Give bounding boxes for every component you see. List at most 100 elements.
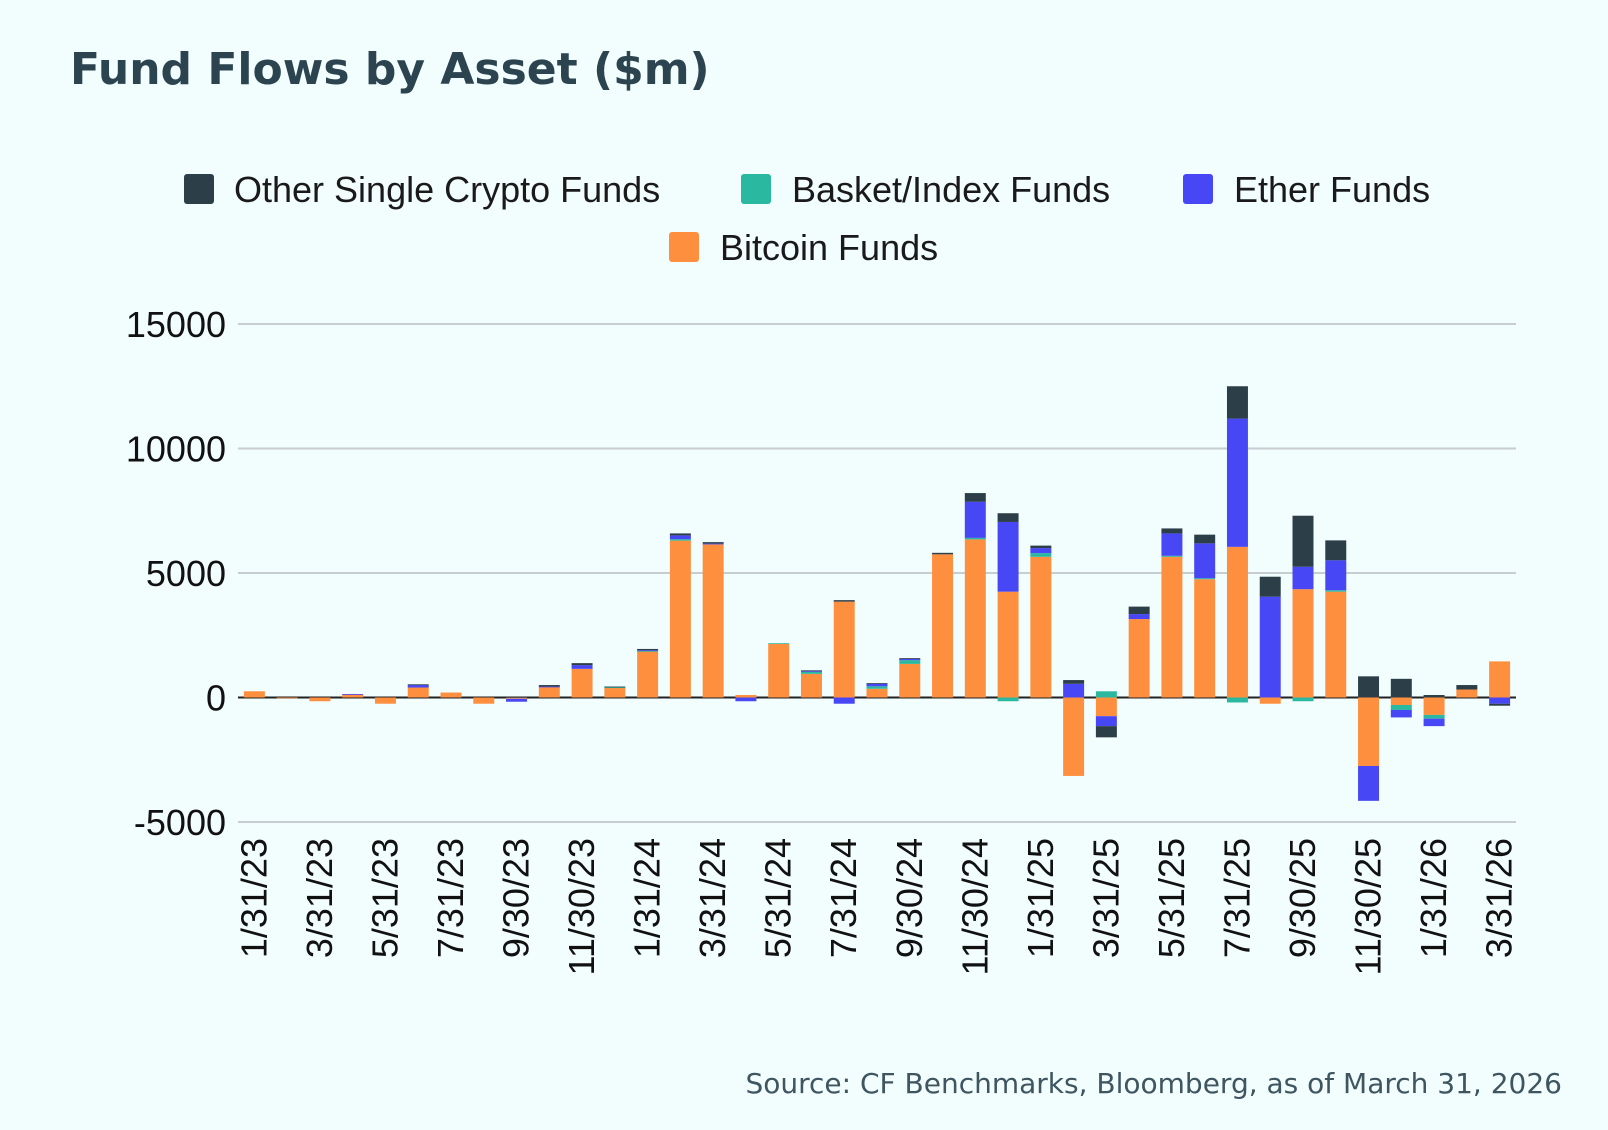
- bar-ether-funds-1-31-24: [637, 650, 659, 651]
- bar-basket-index-funds-7-31-25: [1226, 697, 1248, 703]
- bar-other-single-crypto-funds-9-30-25: [1292, 515, 1314, 567]
- y-tick-label: 5000: [146, 553, 226, 594]
- bar-ether-funds-2-29-24: [669, 535, 691, 540]
- bar-basket-index-funds-11-30-24: [964, 537, 986, 540]
- bar-bitcoin-funds-12-31-23: [604, 688, 626, 698]
- bar-basket-index-funds-5-31-25: [1161, 555, 1183, 557]
- bar-ether-funds-8-31-24: [866, 683, 888, 687]
- bar-other-single-crypto-funds-5-31-25: [1161, 528, 1183, 534]
- bar-bitcoin-funds-2-28-26: [1456, 689, 1478, 698]
- bar-bitcoin-funds-2-28-23: [276, 697, 298, 699]
- bar-basket-index-funds-5-31-24: [768, 643, 790, 645]
- bar-bitcoin-funds-3-31-24: [702, 544, 724, 698]
- legend-label-other-single-crypto-funds: Other Single Crypto Funds: [234, 169, 660, 210]
- bar-bitcoin-funds-10-31-25: [1325, 591, 1347, 698]
- legend-swatch-bitcoin-funds: [669, 232, 699, 262]
- bar-bitcoin-funds-5-31-25: [1161, 556, 1183, 698]
- bar-bitcoin-funds-1-31-26: [1423, 697, 1445, 715]
- bar-ether-funds-4-30-23: [342, 694, 364, 695]
- bar-other-single-crypto-funds-10-31-23: [538, 685, 560, 687]
- bar-ether-funds-6-30-23: [407, 685, 429, 688]
- bar-ether-funds-11-30-23: [571, 665, 593, 669]
- bar-other-single-crypto-funds-8-31-25: [1259, 576, 1281, 597]
- bar-other-single-crypto-funds-11-30-25: [1358, 676, 1380, 698]
- bar-bitcoin-funds-1-31-24: [637, 651, 659, 698]
- bar-bitcoin-funds-6-30-23: [407, 687, 429, 698]
- bar-bitcoin-funds-8-31-24: [866, 688, 888, 698]
- bar-other-single-crypto-funds-6-30-24: [800, 670, 822, 672]
- bar-bitcoin-funds-6-30-24: [800, 673, 822, 698]
- x-tick-label: 11/30/24: [954, 838, 995, 975]
- x-tick-label: 3/31/25: [1085, 838, 1126, 958]
- x-tick-label: 1/31/25: [1020, 838, 1061, 958]
- y-tick-label: -5000: [134, 802, 226, 843]
- bar-other-single-crypto-funds-1-31-26: [1423, 695, 1445, 698]
- y-axis-ticks: 15000 10000 5000 0 -5000: [126, 304, 226, 843]
- bar-basket-index-funds-12-31-25: [1390, 704, 1412, 710]
- bar-other-single-crypto-funds-12-31-24: [997, 513, 1019, 522]
- bar-bitcoin-funds-4-30-24: [735, 695, 757, 698]
- bar-bitcoin-funds-7-31-24: [833, 601, 855, 698]
- bar-ether-funds-12-31-24: [997, 521, 1019, 592]
- bar-bitcoin-funds-12-31-24: [997, 591, 1019, 698]
- bar-bitcoin-funds-9-30-24: [899, 663, 921, 698]
- y-tick-label: 15000: [126, 304, 226, 345]
- x-tick-label: 5/31/25: [1151, 838, 1192, 958]
- bar-other-single-crypto-funds-8-31-24: [866, 683, 888, 684]
- x-tick-label: 1/31/24: [627, 838, 668, 958]
- x-tick-label: 5/31/23: [364, 838, 405, 958]
- x-tick-label: 11/30/23: [561, 838, 602, 975]
- bar-basket-index-funds-6-30-25: [1194, 578, 1216, 580]
- bar-ether-funds-6-30-24: [800, 670, 822, 672]
- bar-bitcoin-funds-3-31-26: [1489, 661, 1511, 698]
- bar-bitcoin-funds-10-31-23: [538, 687, 560, 698]
- bar-other-single-crypto-funds-7-31-25: [1226, 386, 1248, 419]
- x-tick-label: 7/31/23: [430, 838, 471, 958]
- bar-ether-funds-4-30-24: [735, 697, 757, 702]
- bar-bitcoin-funds-9-30-25: [1292, 589, 1314, 698]
- bar-other-single-crypto-funds-1-31-24: [637, 648, 659, 651]
- bar-bitcoin-funds-10-31-24: [932, 554, 954, 698]
- x-tick-label: 9/30/24: [889, 838, 930, 958]
- bar-other-single-crypto-funds-11-30-23: [571, 663, 593, 666]
- bar-ether-funds-10-31-25: [1325, 560, 1347, 591]
- bar-other-single-crypto-funds-11-30-24: [964, 493, 986, 502]
- bar-other-single-crypto-funds-9-30-23: [506, 697, 528, 698]
- bar-basket-index-funds-9-30-24: [899, 660, 921, 664]
- bar-bitcoin-funds-8-31-25: [1259, 697, 1281, 704]
- bar-other-single-crypto-funds-10-31-24: [932, 552, 954, 555]
- x-tick-label: 5/31/24: [758, 838, 799, 958]
- bar-ether-funds-7-31-25: [1226, 418, 1248, 547]
- x-tick-label: 3/31/23: [299, 838, 340, 958]
- bar-basket-index-funds-6-30-24: [800, 671, 822, 674]
- x-tick-label: 1/31/26: [1413, 838, 1454, 958]
- bar-bitcoin-funds-11-30-25: [1358, 697, 1380, 766]
- x-tick-label: 11/30/25: [1348, 838, 1389, 975]
- legend-swatch-basket-index-funds: [741, 174, 771, 204]
- bar-other-single-crypto-funds-12-31-25: [1390, 678, 1412, 698]
- gridlines: [238, 323, 1516, 823]
- x-tick-label: 7/31/25: [1216, 838, 1257, 958]
- bar-bitcoin-funds-5-31-23: [374, 697, 396, 704]
- bar-bitcoin-funds-4-30-23: [342, 694, 364, 698]
- bar-bitcoin-funds-8-31-23: [473, 697, 495, 704]
- source-note: Source: CF Benchmarks, Bloomberg, as of …: [745, 1067, 1562, 1100]
- bar-bitcoin-funds-1-31-25: [1030, 556, 1052, 698]
- bar-ether-funds-6-30-25: [1194, 543, 1216, 579]
- bar-basket-index-funds-8-31-24: [866, 686, 888, 689]
- bar-ether-funds-10-31-23: [538, 686, 560, 688]
- bar-ether-funds-3-31-24: [702, 543, 724, 545]
- legend-swatch-other-single-crypto-funds: [184, 174, 214, 204]
- chart-title: Fund Flows by Asset ($m): [70, 44, 710, 95]
- bar-ether-funds-12-31-25: [1390, 709, 1412, 718]
- bar-ether-funds-5-31-25: [1161, 533, 1183, 556]
- x-tick-label: 9/30/23: [496, 838, 537, 958]
- x-tick-label: 7/31/24: [823, 838, 864, 958]
- bar-ether-funds-3-31-26: [1489, 697, 1511, 704]
- bar-basket-index-funds-9-30-25: [1292, 697, 1314, 702]
- bar-bitcoin-funds-12-31-25: [1390, 697, 1412, 705]
- bar-bitcoin-funds-3-31-25: [1095, 697, 1117, 717]
- bar-bitcoin-funds-7-31-23: [440, 692, 462, 698]
- bar-bitcoin-funds-1-31-23: [243, 691, 265, 698]
- bar-basket-index-funds-1-31-25: [1030, 553, 1052, 557]
